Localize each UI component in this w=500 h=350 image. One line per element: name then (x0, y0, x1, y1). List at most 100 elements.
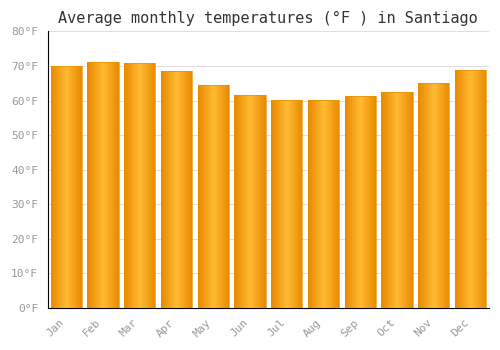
Bar (278, 99, 279, 308)
Bar (315, 99, 316, 308)
Bar (134, 63, 135, 308)
Bar (360, 96, 361, 308)
Bar (419, 83, 420, 308)
Title: Average monthly temperatures (°F ) in Santiago: Average monthly temperatures (°F ) in Sa… (58, 11, 478, 26)
Bar (274, 99, 275, 308)
Bar (459, 70, 460, 308)
Bar (334, 99, 335, 308)
Bar (91, 62, 92, 308)
Bar (365, 96, 366, 308)
Bar (207, 85, 208, 308)
Bar (257, 95, 258, 308)
Bar (298, 99, 299, 308)
Bar (113, 62, 114, 308)
Bar (135, 63, 136, 308)
Bar (252, 95, 253, 308)
Bar (50, 66, 82, 308)
Bar (242, 95, 243, 308)
Bar (100, 62, 102, 308)
Bar (405, 92, 406, 308)
Bar (410, 92, 411, 308)
Bar (370, 96, 371, 308)
Bar (288, 99, 289, 308)
Bar (292, 99, 293, 308)
Bar (406, 92, 407, 308)
Bar (375, 96, 376, 308)
Bar (168, 71, 170, 308)
Bar (124, 63, 156, 308)
Bar (466, 70, 468, 308)
Bar (469, 70, 470, 308)
Bar (258, 95, 260, 308)
Bar (64, 66, 66, 308)
Bar (264, 95, 265, 308)
Bar (234, 95, 235, 308)
Bar (81, 66, 82, 308)
Bar (254, 95, 256, 308)
Bar (351, 96, 352, 308)
Bar (439, 83, 440, 308)
Bar (131, 63, 132, 308)
Bar (212, 85, 213, 308)
Bar (235, 95, 236, 308)
Bar (213, 85, 214, 308)
Bar (299, 99, 300, 308)
Bar (66, 66, 67, 308)
Bar (146, 63, 148, 308)
Bar (129, 63, 130, 308)
Bar (361, 96, 362, 308)
Bar (132, 63, 134, 308)
Bar (314, 99, 315, 308)
Bar (166, 71, 167, 308)
Bar (308, 99, 339, 308)
Bar (464, 70, 465, 308)
Bar (383, 92, 384, 308)
Bar (404, 92, 405, 308)
Bar (312, 99, 314, 308)
Bar (57, 66, 58, 308)
Bar (430, 83, 432, 308)
Bar (256, 95, 257, 308)
Bar (117, 62, 118, 308)
Bar (418, 83, 450, 308)
Bar (455, 70, 456, 308)
Bar (180, 71, 181, 308)
Bar (153, 63, 154, 308)
Bar (460, 70, 461, 308)
Bar (318, 99, 319, 308)
Bar (483, 70, 484, 308)
Bar (260, 95, 261, 308)
Bar (283, 99, 284, 308)
Bar (443, 83, 444, 308)
Bar (438, 83, 439, 308)
Bar (92, 62, 93, 308)
Bar (484, 70, 486, 308)
Bar (73, 66, 74, 308)
Bar (425, 83, 426, 308)
Bar (293, 99, 294, 308)
Bar (456, 70, 457, 308)
Bar (111, 62, 112, 308)
Bar (332, 99, 333, 308)
Bar (50, 66, 51, 308)
Bar (225, 85, 226, 308)
Bar (171, 71, 172, 308)
Bar (442, 83, 443, 308)
Bar (106, 62, 107, 308)
Bar (220, 85, 221, 308)
Bar (462, 70, 464, 308)
Bar (188, 71, 189, 308)
Bar (104, 62, 106, 308)
Bar (222, 85, 224, 308)
Bar (407, 92, 408, 308)
Bar (392, 92, 393, 308)
Bar (228, 85, 229, 308)
Bar (244, 95, 246, 308)
Bar (400, 92, 401, 308)
Bar (190, 71, 192, 308)
Bar (184, 71, 185, 308)
Bar (328, 99, 329, 308)
Bar (437, 83, 438, 308)
Bar (58, 66, 59, 308)
Bar (74, 66, 75, 308)
